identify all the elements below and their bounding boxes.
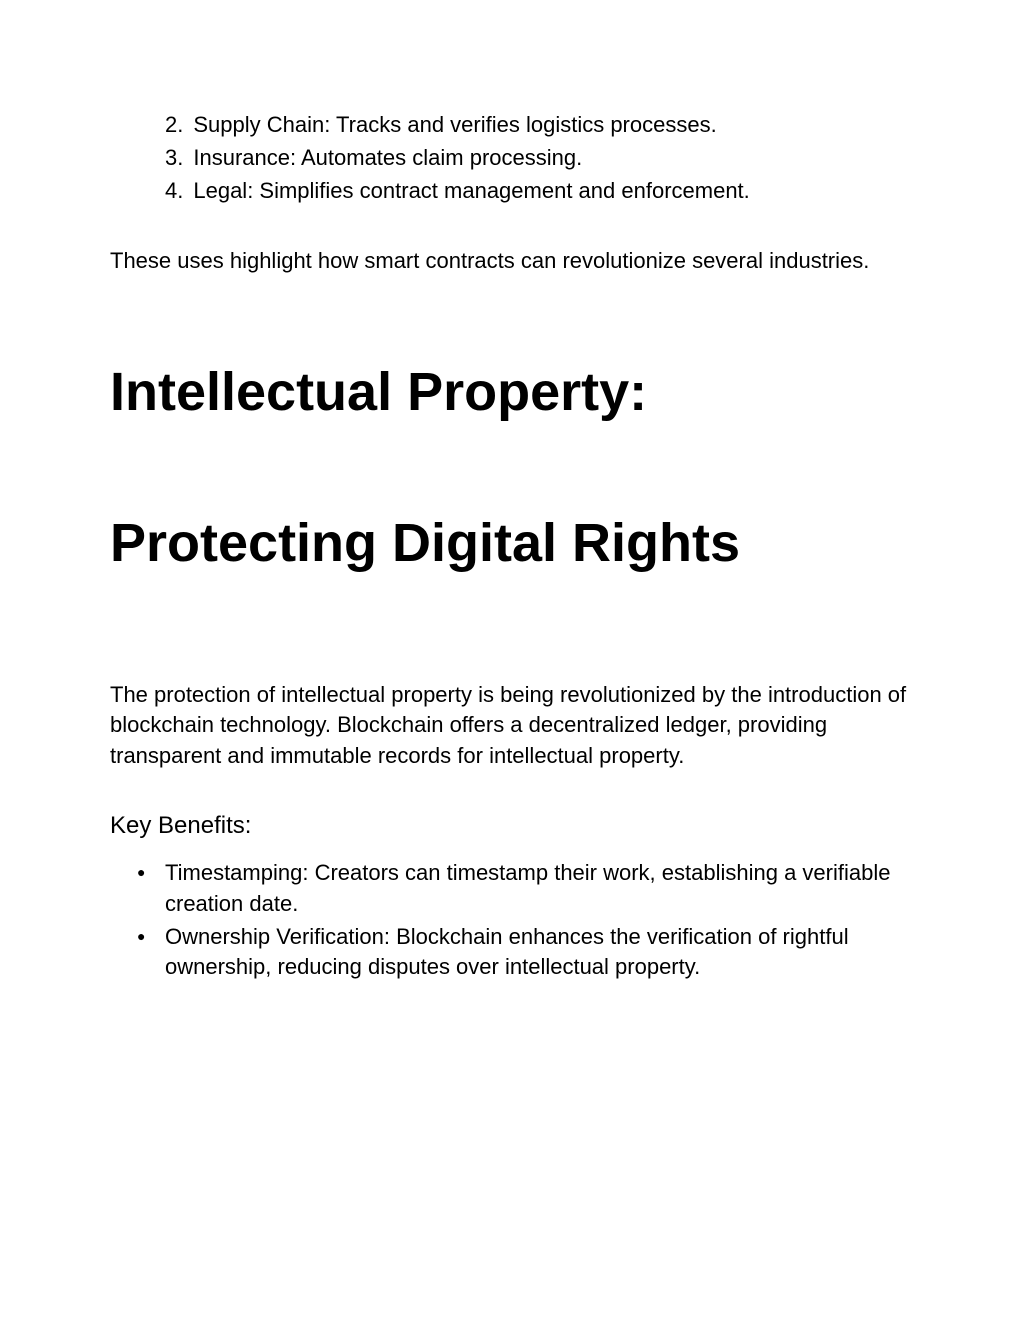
list-marker: 2.: [165, 110, 183, 141]
list-item: 3. Insurance: Automates claim processing.: [165, 143, 914, 174]
section-heading: Intellectual Property: Protecting Digita…: [110, 317, 914, 619]
list-item: Timestamping: Creators can timestamp the…: [165, 858, 914, 920]
list-marker: 4.: [165, 176, 183, 207]
benefits-list: Timestamping: Creators can timestamp the…: [110, 858, 914, 983]
list-marker: 3.: [165, 143, 183, 174]
list-item: Ownership Verification: Blockchain enhan…: [165, 922, 914, 984]
list-item-text: Insurance: Automates claim processing.: [193, 145, 582, 170]
list-item: 4. Legal: Simplifies contract management …: [165, 176, 914, 207]
benefits-subheading: Key Benefits:: [110, 812, 914, 840]
list-item-text: Supply Chain: Tracks and verifies logist…: [193, 112, 716, 137]
list-item: 2. Supply Chain: Tracks and verifies logi…: [165, 110, 914, 141]
intro-paragraph: The protection of intellectual property …: [110, 680, 914, 772]
list-item-text: Legal: Simplifies contract management an…: [193, 178, 749, 203]
summary-paragraph: These uses highlight how smart contracts…: [110, 246, 914, 277]
numbered-list: 2. Supply Chain: Tracks and verifies logi…: [110, 110, 914, 206]
